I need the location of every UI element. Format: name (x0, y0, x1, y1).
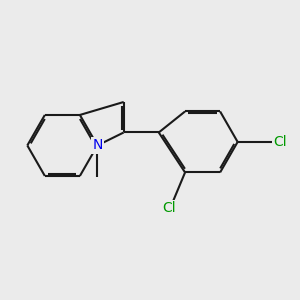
Text: Cl: Cl (274, 135, 287, 149)
Text: N: N (92, 138, 103, 152)
Text: Cl: Cl (163, 201, 176, 215)
